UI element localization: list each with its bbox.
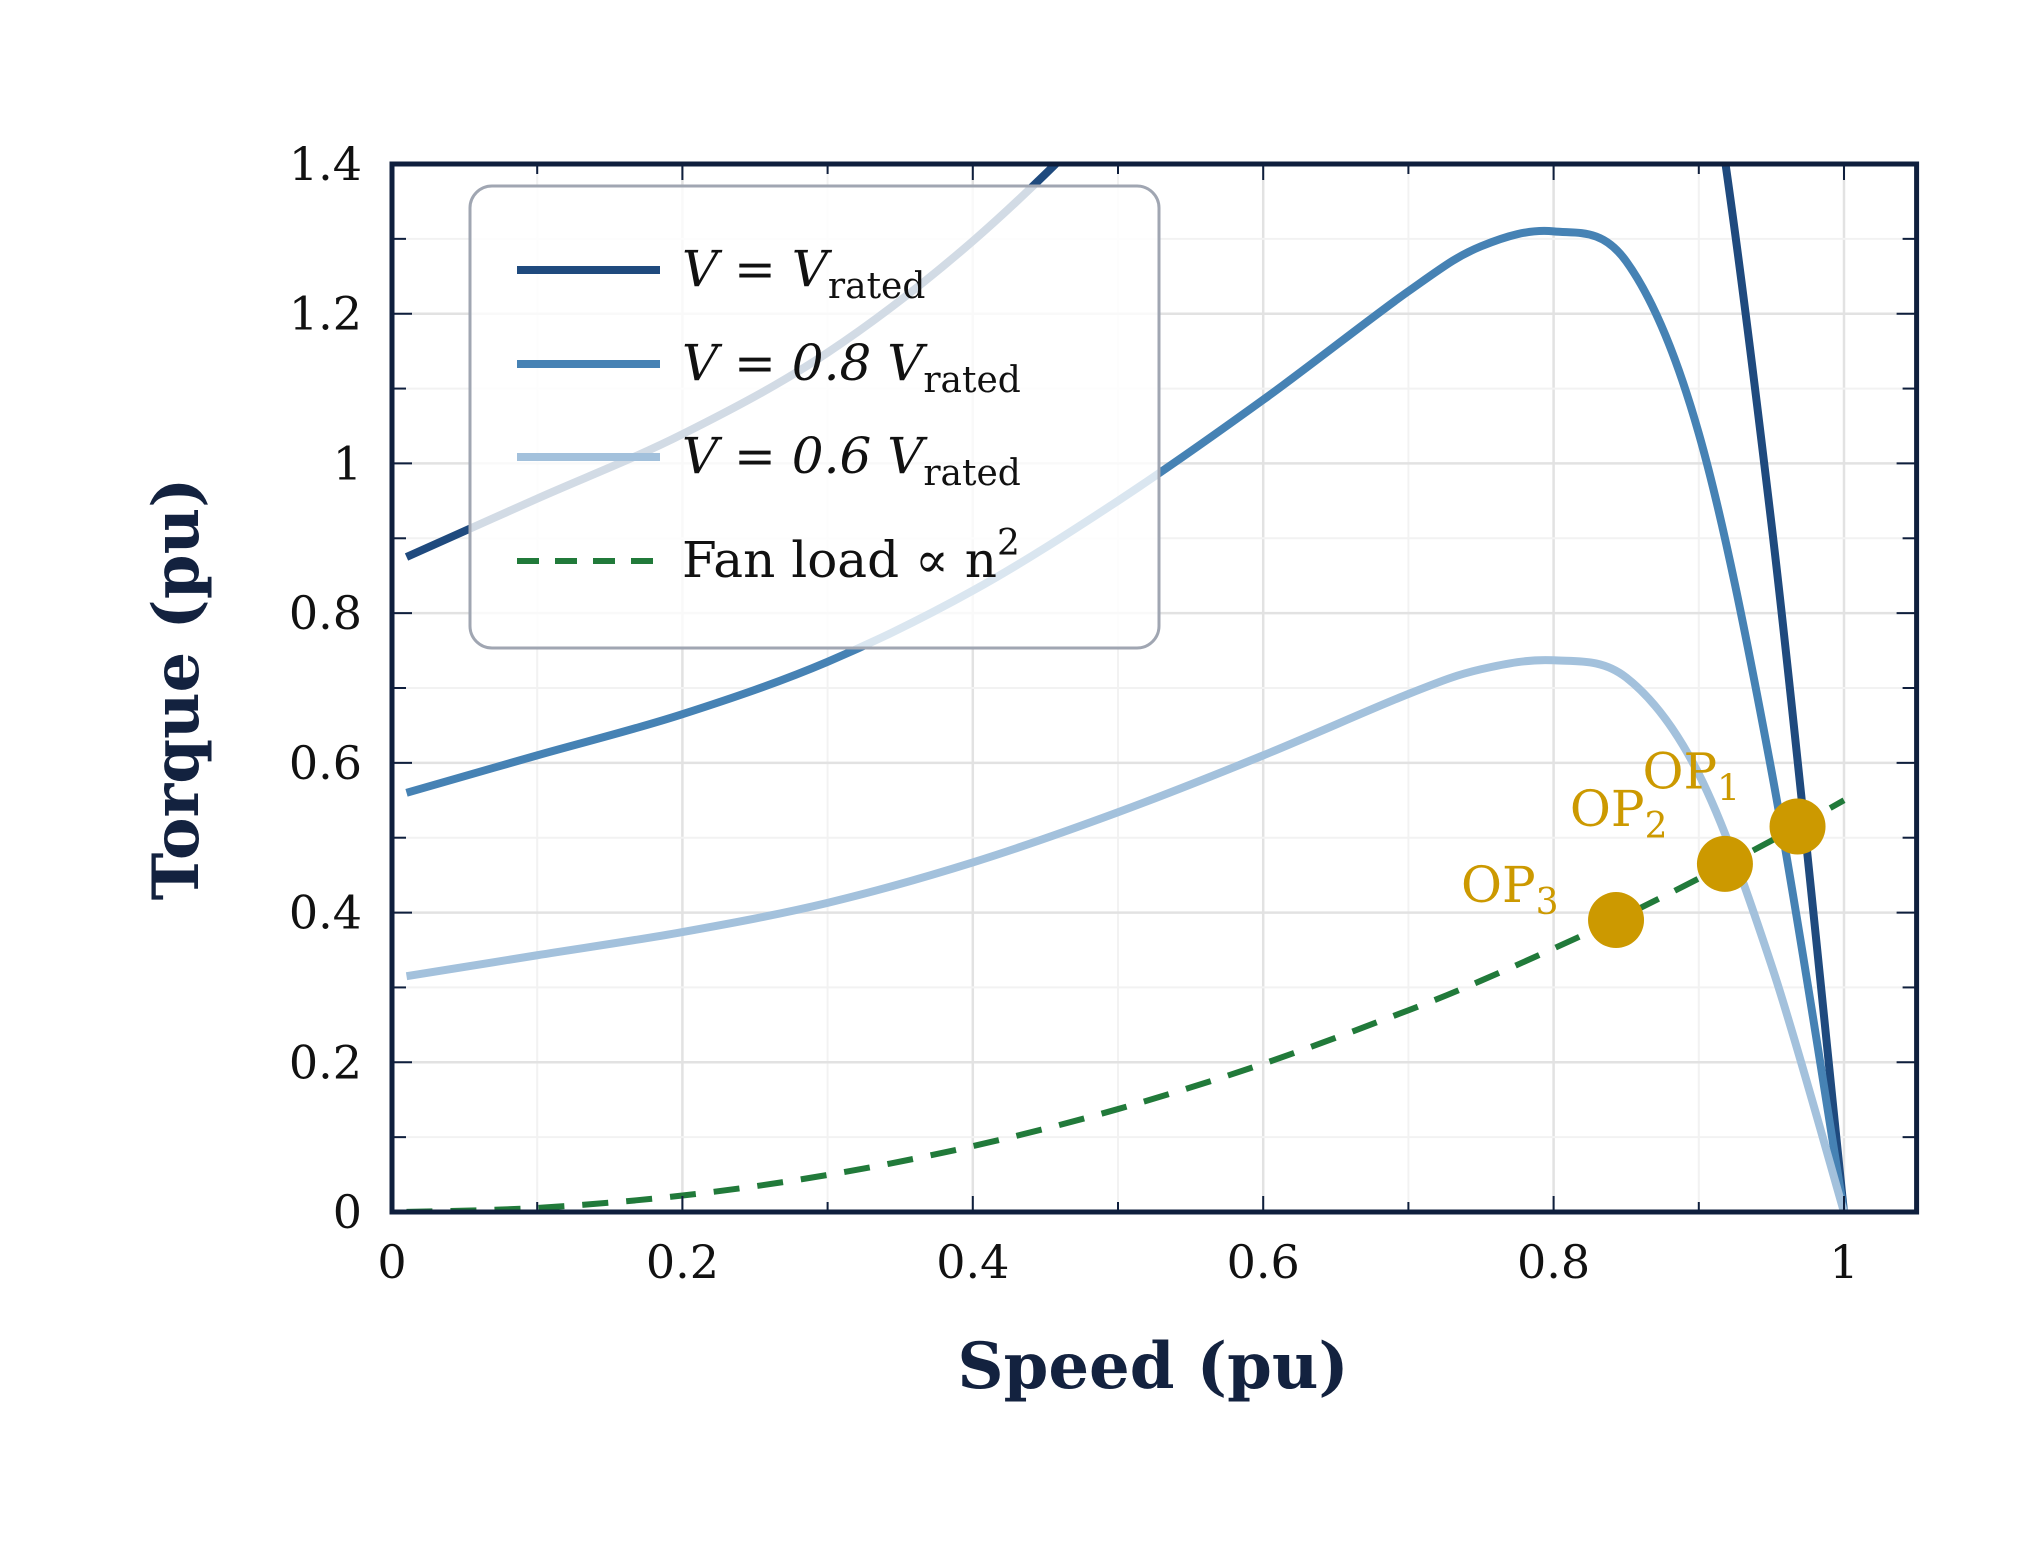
op-label-main: OP bbox=[1570, 780, 1645, 838]
y-tick-label: 0.2 bbox=[289, 1035, 362, 1089]
legend-label-sup: 2 bbox=[997, 523, 1020, 564]
series-line-1 bbox=[405, 226, 1848, 1212]
legend-box bbox=[468, 184, 1161, 650]
legend-label: V = 0.8 V bbox=[682, 334, 928, 392]
x-tick-label: 0.2 bbox=[646, 1235, 719, 1289]
op-label-main: OP bbox=[1643, 742, 1718, 800]
x-axis-label: Speed (pu) bbox=[957, 1329, 1348, 1404]
x-tick-label: 0.8 bbox=[1517, 1235, 1590, 1289]
legend-label-sub: rated bbox=[923, 360, 1021, 401]
op-label-sub: 1 bbox=[1717, 768, 1740, 809]
operating-point-2 bbox=[1696, 835, 1753, 892]
y-tick-label: 1.4 bbox=[289, 137, 362, 191]
legend-label: Fan load ∝ n bbox=[682, 531, 997, 589]
plot-frame bbox=[389, 161, 1920, 1215]
y-tick-label: 0.8 bbox=[289, 586, 362, 640]
y-tick-label: 0.6 bbox=[289, 736, 362, 790]
op-label-main: OP bbox=[1461, 856, 1536, 914]
x-tick-label: 0.4 bbox=[936, 1235, 1009, 1289]
op-label-sub: 3 bbox=[1536, 882, 1559, 923]
legend-label: V = 0.6 V bbox=[682, 427, 928, 485]
legend-label-sub: rated bbox=[923, 453, 1021, 494]
y-tick-label: 0 bbox=[333, 1185, 362, 1239]
x-tick-label: 0.6 bbox=[1227, 1235, 1300, 1289]
y-tick-label: 0.4 bbox=[289, 886, 362, 940]
series-line-2 bbox=[405, 656, 1848, 1212]
legend-entry-3: Fan load ∝ n2 bbox=[682, 523, 1020, 589]
op-label-sub: 2 bbox=[1645, 806, 1668, 847]
x-tick-label: 0 bbox=[377, 1235, 406, 1289]
operating-point-1 bbox=[1769, 798, 1826, 855]
legend-label-sub: rated bbox=[828, 266, 926, 307]
x-tick-label: 1 bbox=[1829, 1235, 1858, 1289]
series-line-3 bbox=[406, 797, 1846, 1212]
operating-point-3 bbox=[1588, 892, 1645, 949]
legend-entry-1: V = 0.8 Vrated bbox=[682, 334, 1021, 401]
operating-point-label-1: OP1 bbox=[1643, 742, 1741, 809]
axes: 0 0.2 0.4 0.6 0.8 1 0 0.2 0.4 0.6 0.8 1 1.2 1.4 bbox=[289, 137, 1920, 1289]
operating-point-label-2: OP2 bbox=[1570, 780, 1668, 847]
legend-label: V = V bbox=[682, 240, 833, 298]
legend-entry-0: V = Vrated bbox=[682, 240, 925, 307]
y-tick-label: 1.2 bbox=[289, 287, 362, 341]
y-axis-label: Torque (pu) bbox=[139, 478, 214, 901]
y-tick-label: 1 bbox=[333, 436, 362, 490]
operating-point-label-3: OP3 bbox=[1461, 856, 1559, 923]
legend-entry-2: V = 0.6 Vrated bbox=[682, 427, 1021, 494]
